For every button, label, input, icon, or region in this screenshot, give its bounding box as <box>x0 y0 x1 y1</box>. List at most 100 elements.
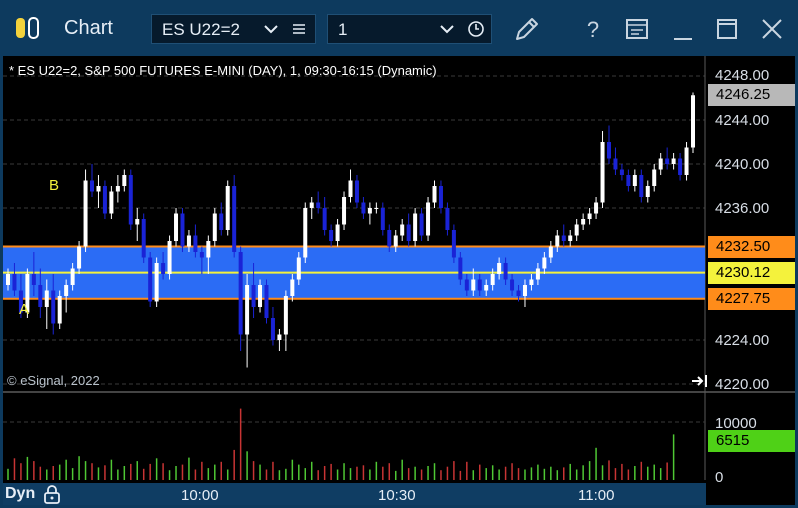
candle-body <box>555 235 560 247</box>
candle-body <box>535 268 540 280</box>
interval-selector[interactable]: 1 <box>327 14 492 44</box>
axis-corner <box>706 483 795 505</box>
candle-body <box>128 175 133 225</box>
band-upper-tag: 4232.50 <box>708 236 795 258</box>
layout-icon[interactable] <box>620 12 654 46</box>
candle-body <box>387 230 392 247</box>
candle-body <box>342 197 347 225</box>
band-mid-tag: 4230.12 <box>708 262 795 284</box>
time-axis-label: 10:00 <box>181 487 219 504</box>
time-axis-label: 10:30 <box>378 487 416 504</box>
candle-body <box>497 263 502 274</box>
close-icon[interactable] <box>755 12 789 46</box>
candle-body <box>374 208 379 209</box>
candle-body <box>594 202 599 214</box>
candle-body <box>581 219 586 225</box>
chevron-down-icon[interactable] <box>440 23 454 35</box>
candle-body <box>477 279 482 291</box>
candle-body <box>451 230 456 258</box>
candle-body <box>70 268 75 285</box>
candle-body <box>419 213 424 236</box>
candle-body <box>619 169 624 175</box>
interval-value: 1 <box>338 20 348 39</box>
minimize-icon[interactable] <box>666 12 700 46</box>
candle-body <box>6 274 10 285</box>
candle-body <box>393 235 398 247</box>
candle-body <box>464 279 469 291</box>
candle-body <box>413 213 418 241</box>
candle-body <box>406 224 411 241</box>
menu-icon[interactable] <box>292 23 306 35</box>
candle-body <box>613 158 618 170</box>
candle-body <box>219 213 224 230</box>
price-axis-label: 4220.00 <box>715 376 770 393</box>
candle-body <box>18 290 23 313</box>
volume-axis-label: 0 <box>715 469 724 486</box>
candle-body <box>64 285 69 296</box>
candle-body <box>510 279 515 291</box>
candle-body <box>193 235 198 252</box>
candle-body <box>671 158 676 164</box>
candle-body <box>632 175 637 186</box>
candle-body <box>458 257 463 280</box>
candle-body <box>51 290 56 324</box>
copyright-label: © eSignal, 2022 <box>7 373 100 388</box>
candle-body <box>678 158 683 175</box>
clock-icon[interactable] <box>467 20 485 38</box>
time-axis-label: 11:00 <box>578 487 615 504</box>
point-a-label: A <box>19 301 30 318</box>
candle-body <box>652 169 657 186</box>
maximize-icon[interactable] <box>710 12 744 46</box>
candle-body <box>516 290 521 296</box>
candle-body <box>44 290 49 307</box>
candle-body <box>238 252 243 335</box>
candle-body <box>109 191 114 214</box>
chevron-down-icon[interactable] <box>264 23 278 35</box>
candle-body <box>167 241 172 274</box>
candle-body <box>522 285 527 296</box>
last-price-tag: 4246.25 <box>708 84 795 106</box>
price-axis-label: 4248.00 <box>715 67 770 84</box>
price-axis-label: 4244.00 <box>715 112 770 129</box>
candle-body <box>542 257 547 269</box>
candle-body <box>12 274 17 291</box>
candle-body <box>322 208 327 230</box>
candle-body <box>490 274 495 285</box>
candle-body <box>161 263 166 274</box>
candle-body <box>290 279 295 296</box>
candle-body <box>561 235 566 241</box>
candle-body <box>199 252 204 258</box>
candle-body <box>115 186 120 192</box>
candle-body <box>141 219 146 258</box>
candle-body <box>283 296 288 335</box>
symbol-selector[interactable]: ES U22=2 <box>151 14 316 44</box>
price-axis-label: 4240.00 <box>715 156 770 173</box>
candle-body <box>626 175 631 186</box>
candle-body <box>503 263 508 280</box>
candle-body <box>225 186 230 230</box>
candle-body <box>367 208 372 214</box>
candle-body <box>426 202 431 236</box>
candle-body <box>77 246 82 269</box>
pencil-icon[interactable] <box>510 12 544 46</box>
candle-body <box>600 142 605 203</box>
candle-body <box>316 202 321 208</box>
help-icon[interactable]: ? <box>576 12 610 46</box>
candle-body <box>303 208 308 258</box>
candle-body <box>691 95 695 148</box>
candle-body <box>471 279 476 291</box>
price-axis-label: 4224.00 <box>715 332 770 349</box>
candle-body <box>380 208 385 230</box>
candle-body <box>25 274 30 313</box>
candle-body <box>57 296 62 324</box>
chart-app-icon <box>16 17 39 39</box>
scroll-to-end-icon[interactable] <box>691 373 709 389</box>
candle-body <box>212 213 217 241</box>
dyn-label[interactable]: Dyn <box>5 485 36 502</box>
candle-body <box>335 224 340 241</box>
lock-icon[interactable] <box>43 484 61 504</box>
candle-body <box>83 180 88 247</box>
candle-body <box>122 175 127 186</box>
candle-body <box>174 213 179 241</box>
